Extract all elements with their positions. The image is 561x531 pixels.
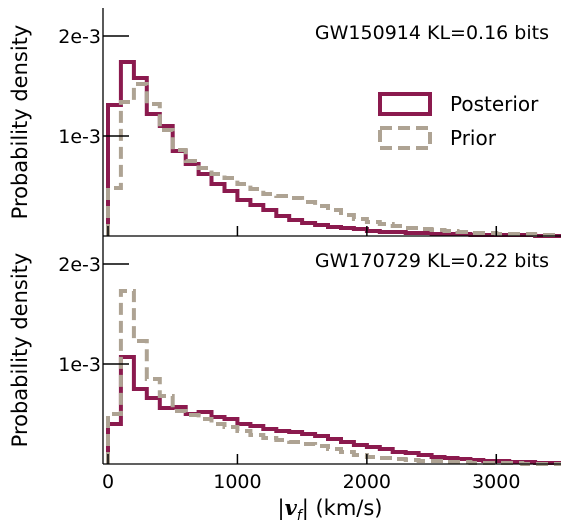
x-tick-label: 3000 xyxy=(472,471,520,493)
legend-label-posterior: Posterior xyxy=(450,92,539,116)
panel-1: 1e-3 2e-3 Probability density GW150914 KL=0… xyxy=(8,8,561,238)
panel-annotation: GW150914 KL=0.16 bits xyxy=(315,22,549,44)
y-axis-label: Probability density xyxy=(8,25,32,220)
panel-2: 1e-3 2e-3 Probability density GW170729 KL=0… xyxy=(8,236,561,466)
legend-swatch-prior xyxy=(378,126,432,150)
y-tick-label: 1e-3 xyxy=(58,354,101,376)
y-axis-label: Probability density xyxy=(8,253,32,448)
y-tick-label: 2e-3 xyxy=(58,254,101,276)
x-axis-label: |vf| (km/s) xyxy=(278,495,383,524)
y-tick-label: 1e-3 xyxy=(58,126,101,148)
legend: Posterior Prior xyxy=(378,92,539,150)
legend-swatch-posterior xyxy=(378,92,432,116)
x-tick-label: 0 xyxy=(102,471,114,493)
y-tick-label: 2e-3 xyxy=(58,26,101,48)
series-prior-histogram xyxy=(106,289,561,466)
panel-annotation: GW170729 KL=0.22 bits xyxy=(315,250,549,272)
x-tick-label: 2000 xyxy=(343,471,391,493)
series-posterior-histogram xyxy=(106,355,561,465)
legend-label-prior: Prior xyxy=(450,126,497,150)
x-tick-label: 1000 xyxy=(213,471,261,493)
series-prior-histogram xyxy=(106,82,561,237)
